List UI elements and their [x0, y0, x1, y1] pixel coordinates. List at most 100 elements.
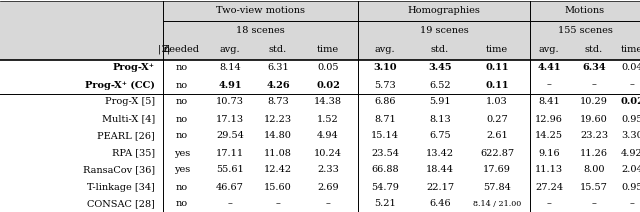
- Text: 12.42: 12.42: [264, 166, 292, 174]
- Text: |: |: [167, 45, 170, 54]
- Text: 0.11: 0.11: [485, 81, 509, 89]
- Text: 14.80: 14.80: [264, 131, 292, 141]
- Text: 8.14: 8.14: [219, 64, 241, 73]
- Text: Homographies: Homographies: [408, 6, 481, 15]
- Text: –: –: [228, 199, 232, 208]
- Text: 27.24: 27.24: [535, 183, 563, 191]
- Text: 2.61: 2.61: [486, 131, 508, 141]
- Text: 12.23: 12.23: [264, 114, 292, 124]
- Text: avg.: avg.: [539, 45, 559, 54]
- Text: 57.84: 57.84: [483, 183, 511, 191]
- Text: 18.44: 18.44: [426, 166, 454, 174]
- Text: 0.95: 0.95: [621, 114, 640, 124]
- Bar: [0, 60, 640, 212]
- Text: 8.41: 8.41: [538, 98, 560, 106]
- Text: 11.26: 11.26: [580, 148, 608, 158]
- Text: yes: yes: [174, 166, 190, 174]
- Text: Prog-X⁺: Prog-X⁺: [113, 64, 155, 73]
- Text: |: |: [158, 45, 161, 54]
- Text: 4.26: 4.26: [266, 81, 290, 89]
- Text: std.: std.: [585, 45, 603, 54]
- Text: avg.: avg.: [220, 45, 240, 54]
- Text: 3.30: 3.30: [621, 131, 640, 141]
- Text: Prog-X⁺ (CC): Prog-X⁺ (CC): [85, 80, 155, 89]
- Text: 622.87: 622.87: [480, 148, 514, 158]
- Text: 17.69: 17.69: [483, 166, 511, 174]
- Text: no: no: [176, 183, 188, 191]
- Text: RPA [35]: RPA [35]: [112, 148, 155, 158]
- Text: –: –: [630, 199, 634, 208]
- Text: 12.96: 12.96: [535, 114, 563, 124]
- Text: 2.04: 2.04: [621, 166, 640, 174]
- Text: 3.10: 3.10: [373, 64, 397, 73]
- Text: PEARL [26]: PEARL [26]: [97, 131, 155, 141]
- Text: no: no: [176, 98, 188, 106]
- Text: 19.60: 19.60: [580, 114, 608, 124]
- Text: –: –: [326, 199, 330, 208]
- Text: 54.79: 54.79: [371, 183, 399, 191]
- Text: needed: needed: [164, 45, 200, 54]
- Text: –: –: [547, 199, 552, 208]
- Text: –: –: [547, 81, 552, 89]
- Text: 8.14 / 21.00: 8.14 / 21.00: [473, 200, 521, 208]
- Text: 1.52: 1.52: [317, 114, 339, 124]
- Text: 17.11: 17.11: [216, 148, 244, 158]
- Text: no: no: [176, 199, 188, 208]
- Text: 4.91: 4.91: [218, 81, 242, 89]
- Text: –: –: [630, 81, 634, 89]
- Text: 5.21: 5.21: [374, 199, 396, 208]
- Text: ℤ: ℤ: [162, 45, 169, 54]
- Text: –: –: [276, 199, 280, 208]
- Text: 4.92: 4.92: [621, 148, 640, 158]
- Text: 29.54: 29.54: [216, 131, 244, 141]
- Text: 1.03: 1.03: [486, 98, 508, 106]
- Text: 0.02: 0.02: [620, 98, 640, 106]
- Text: 15.14: 15.14: [371, 131, 399, 141]
- Text: 9.16: 9.16: [538, 148, 560, 158]
- Text: yes: yes: [174, 148, 190, 158]
- Text: Prog-X [5]: Prog-X [5]: [105, 98, 155, 106]
- Text: 5.73: 5.73: [374, 81, 396, 89]
- Text: no: no: [176, 131, 188, 141]
- Text: 5.91: 5.91: [429, 98, 451, 106]
- Text: 8.73: 8.73: [267, 98, 289, 106]
- Text: –: –: [591, 81, 596, 89]
- Text: 0.05: 0.05: [317, 64, 339, 73]
- Text: 0.04: 0.04: [621, 64, 640, 73]
- Text: 55.61: 55.61: [216, 166, 244, 174]
- Text: no: no: [176, 64, 188, 73]
- Text: 6.31: 6.31: [267, 64, 289, 73]
- Text: std.: std.: [431, 45, 449, 54]
- Text: 11.13: 11.13: [535, 166, 563, 174]
- Text: 6.52: 6.52: [429, 81, 451, 89]
- Text: 8.00: 8.00: [583, 166, 605, 174]
- Text: 15.57: 15.57: [580, 183, 608, 191]
- Text: 4.41: 4.41: [537, 64, 561, 73]
- Text: 10.73: 10.73: [216, 98, 244, 106]
- Text: time: time: [486, 45, 508, 54]
- Text: Motions: Motions: [565, 6, 605, 15]
- Text: 0.95: 0.95: [621, 183, 640, 191]
- Text: 17.13: 17.13: [216, 114, 244, 124]
- Text: –: –: [591, 199, 596, 208]
- Text: time: time: [317, 45, 339, 54]
- Text: 22.17: 22.17: [426, 183, 454, 191]
- Text: 46.67: 46.67: [216, 183, 244, 191]
- Text: 10.24: 10.24: [314, 148, 342, 158]
- Text: std.: std.: [269, 45, 287, 54]
- Text: T-linkage [34]: T-linkage [34]: [87, 183, 155, 191]
- Text: no: no: [176, 114, 188, 124]
- Text: 0.11: 0.11: [485, 64, 509, 73]
- Text: 2.33: 2.33: [317, 166, 339, 174]
- Text: 23.23: 23.23: [580, 131, 608, 141]
- Bar: [0, 1, 640, 60]
- Text: 155 scenes: 155 scenes: [557, 26, 612, 35]
- Text: 8.13: 8.13: [429, 114, 451, 124]
- Text: 13.42: 13.42: [426, 148, 454, 158]
- Text: 8.71: 8.71: [374, 114, 396, 124]
- Text: 15.60: 15.60: [264, 183, 292, 191]
- Text: 6.75: 6.75: [429, 131, 451, 141]
- Text: Two-view motions: Two-view motions: [216, 6, 305, 15]
- Text: 14.38: 14.38: [314, 98, 342, 106]
- Text: no: no: [176, 81, 188, 89]
